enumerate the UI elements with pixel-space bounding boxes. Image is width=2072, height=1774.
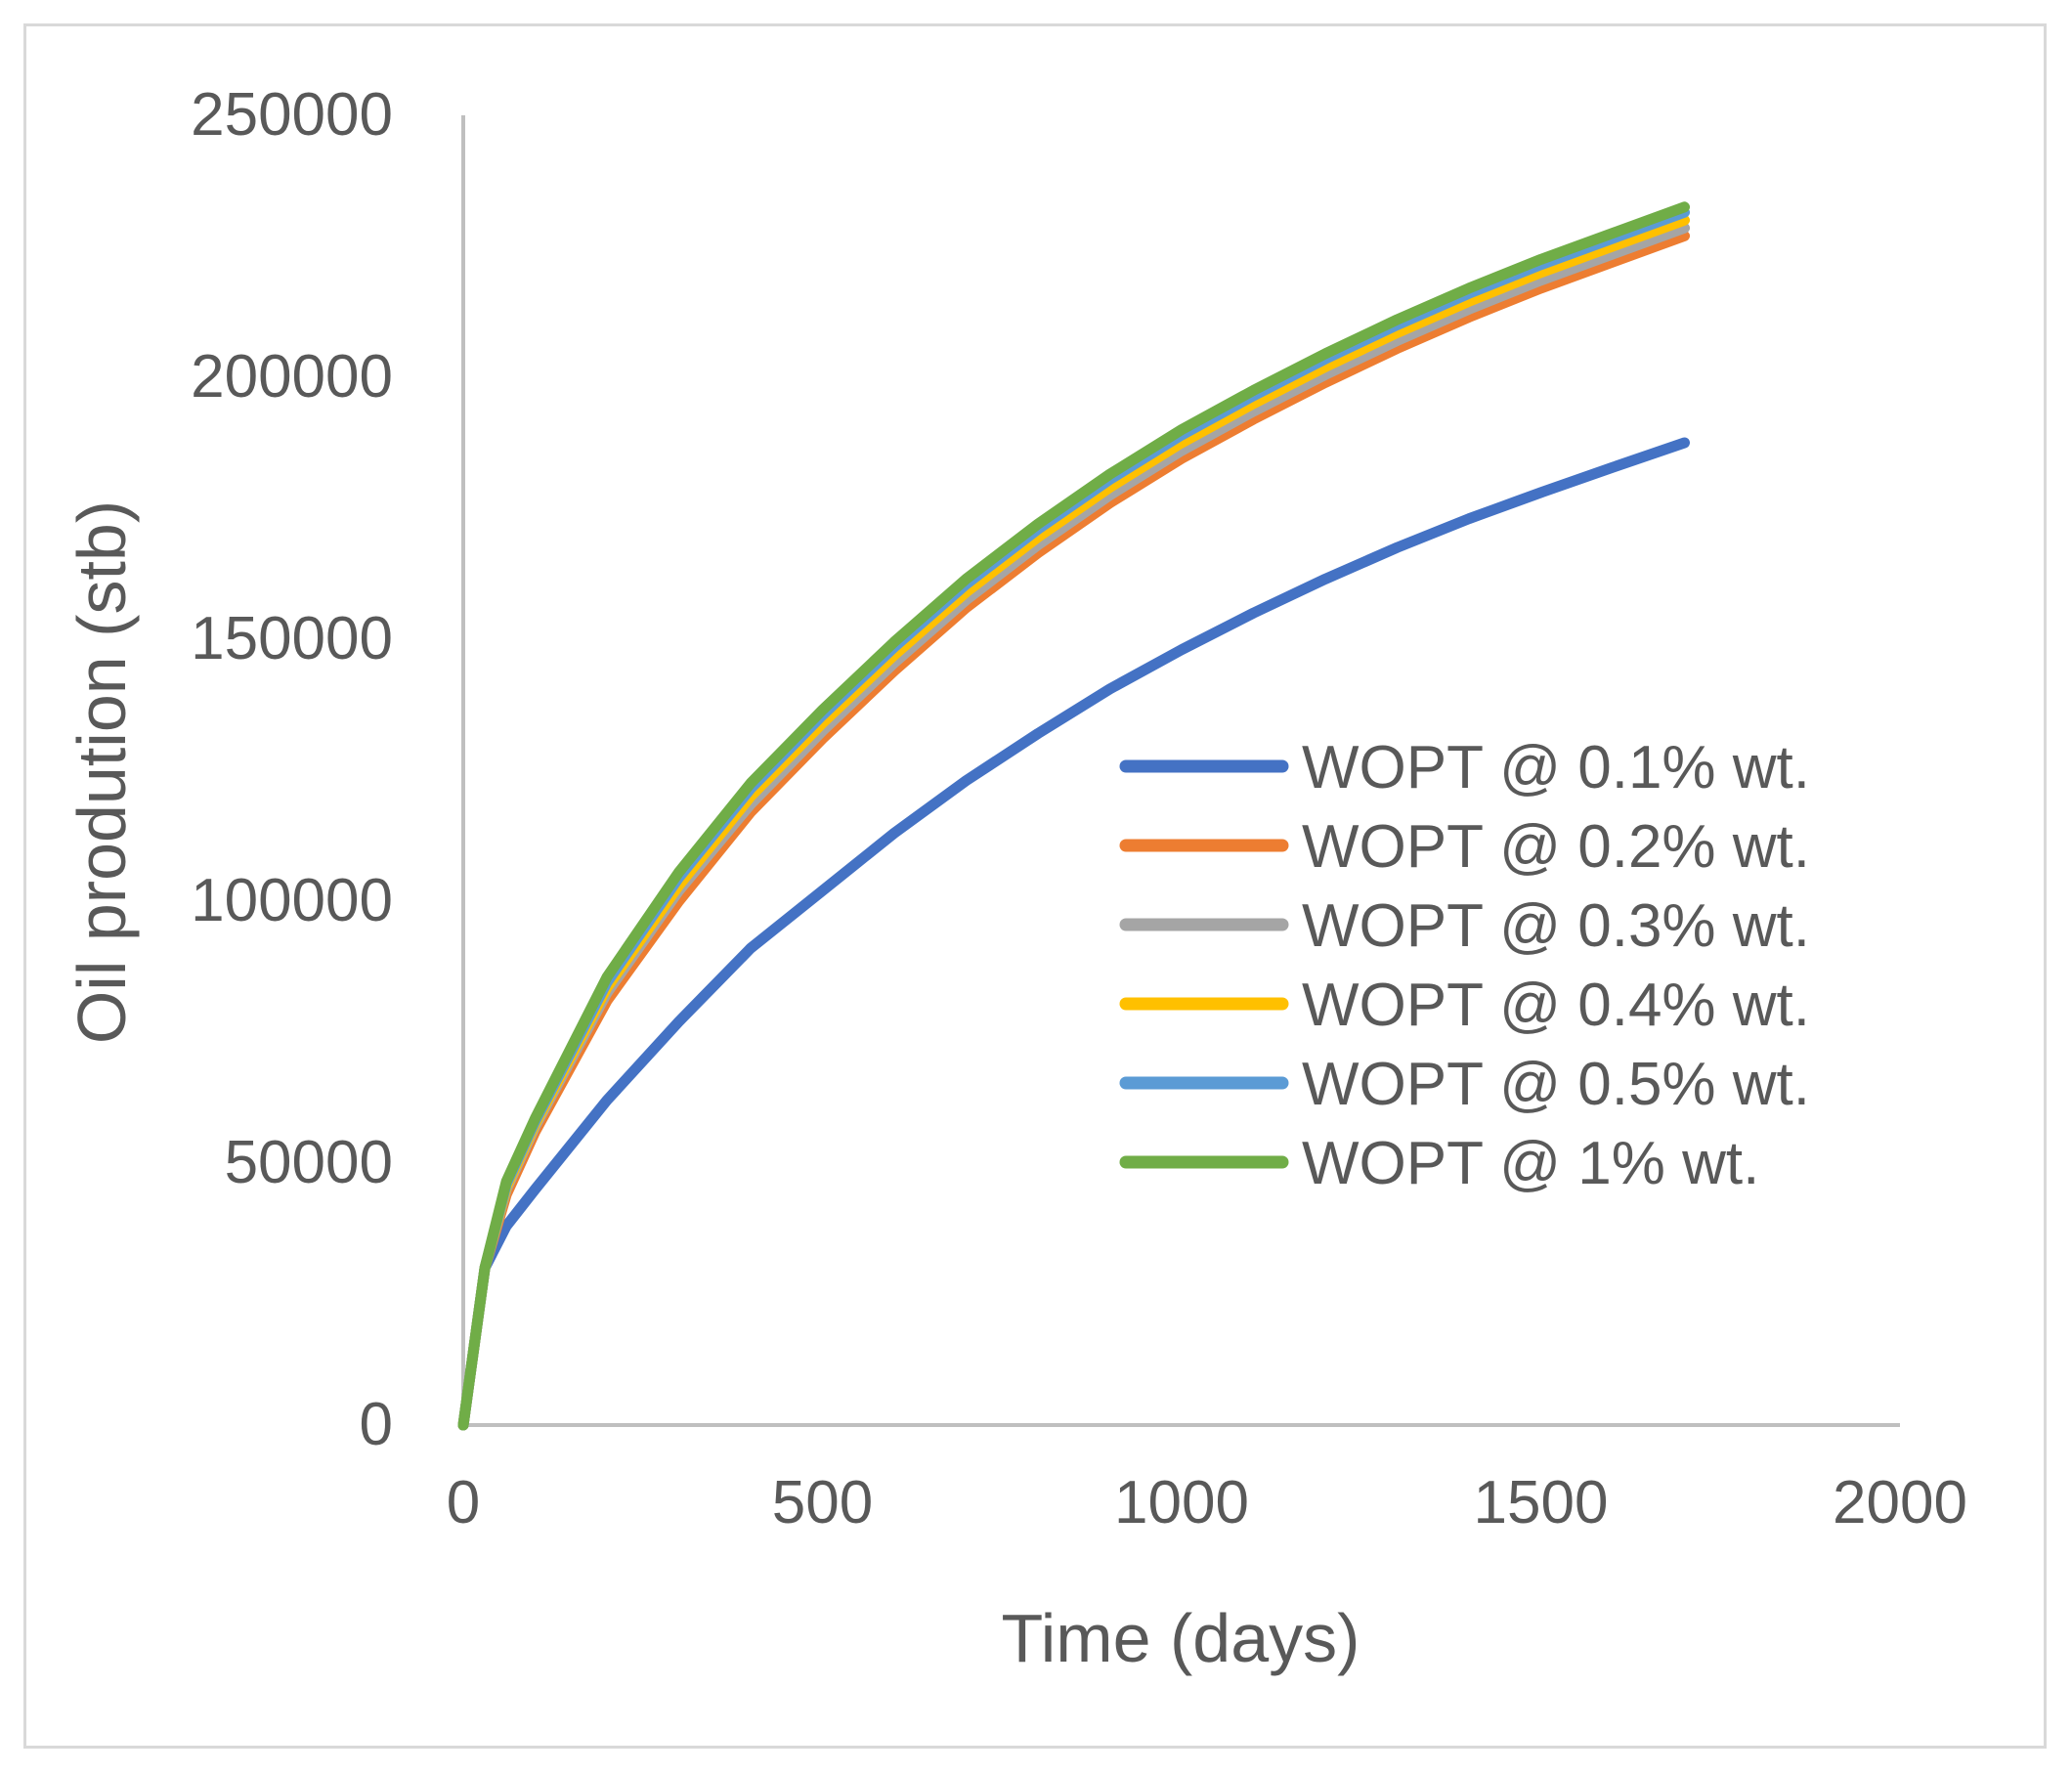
series-line-6 <box>457 201 1690 1431</box>
y-tick-label: 150000 <box>191 605 393 672</box>
y-axis-title: Oil prodution (stb) <box>64 500 140 1044</box>
legend-label: WOPT @ 0.5% wt. <box>1302 1051 1810 1118</box>
y-tick-label: 200000 <box>191 343 393 411</box>
axes: 0 500 1000 1500 2000 0 50000 100000 150000 200000… <box>191 81 1967 1536</box>
legend-label: WOPT @ 0.4% wt. <box>1302 972 1810 1039</box>
legend: WOPT @ 0.1% wt. WOPT @ 0.2% wt. WOPT @ 0.3… <box>1119 734 1810 1197</box>
x-axis-title: Time (days) <box>1002 1600 1360 1676</box>
series-line-1 <box>457 437 1690 1431</box>
y-tick-label: 50000 <box>225 1129 393 1196</box>
x-tick-label: 2000 <box>1833 1469 1967 1536</box>
x-tick-label: 0 <box>447 1469 480 1536</box>
y-tick-label: 0 <box>360 1391 393 1458</box>
series-layer <box>457 201 1690 1431</box>
x-tick-label: 1000 <box>1114 1469 1249 1536</box>
y-tick-label: 250000 <box>191 81 393 149</box>
chart-frame <box>23 23 2047 1749</box>
legend-label: WOPT @ 0.3% wt. <box>1302 892 1810 960</box>
x-tick-label: 1500 <box>1474 1469 1609 1536</box>
x-tick-label: 500 <box>772 1469 873 1536</box>
legend-label: WOPT @ 1% wt. <box>1302 1130 1759 1197</box>
legend-label: WOPT @ 0.2% wt. <box>1302 813 1810 881</box>
legend-label: WOPT @ 0.1% wt. <box>1302 734 1810 801</box>
y-tick-label: 100000 <box>191 867 393 934</box>
